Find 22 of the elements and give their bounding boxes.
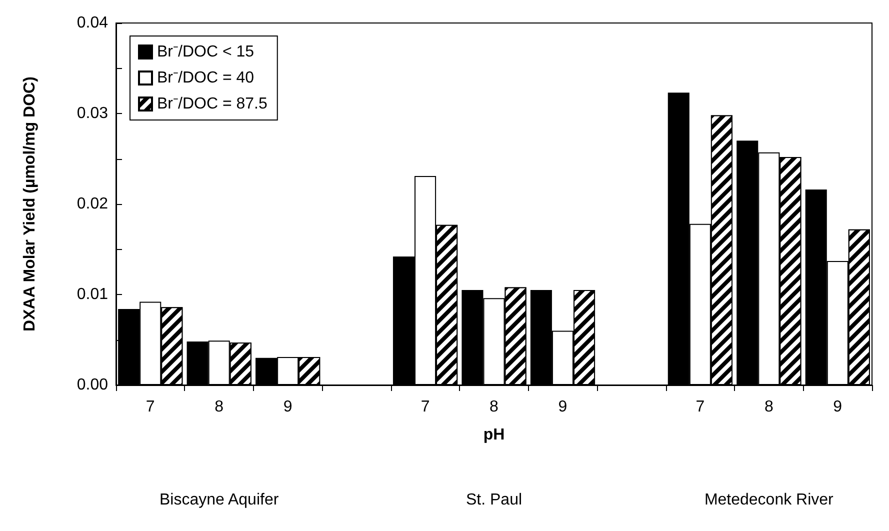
y-tick-label: 0.03 — [76, 105, 108, 122]
x-tick-label: 9 — [833, 398, 842, 416]
x-axis-title: pH — [483, 426, 505, 444]
x-tick-label: 8 — [490, 398, 499, 416]
y-tick-label: 0.04 — [76, 14, 108, 32]
legend-label: Br⁻/DOC = 40 — [157, 70, 254, 86]
x-tick-label: 7 — [696, 398, 705, 416]
x-tick-label: 8 — [214, 398, 224, 416]
y-tick-label: 0.00 — [76, 376, 108, 394]
x-tick-label: 9 — [558, 398, 568, 416]
x-tick-label: 7 — [420, 398, 430, 416]
y-tick-label: 0.01 — [76, 286, 108, 303]
legend-label: Br⁻/DOC < 15 — [157, 44, 254, 60]
x-tick-label: 7 — [146, 398, 155, 416]
text: Biscayne Aquifer — [159, 492, 280, 508]
y-tick-label: 0.02 — [76, 196, 108, 212]
x-tick-label: 9 — [283, 398, 292, 416]
x-tick-label: 8 — [764, 398, 774, 416]
text: Metedeconk River — [704, 492, 834, 508]
legend-label: Br⁻/DOC = 87.5 — [157, 96, 268, 112]
y-axis-title: DXAA Molar Yield (µmol/mg DOC) — [22, 76, 38, 332]
text: St. Paul — [466, 492, 522, 508]
